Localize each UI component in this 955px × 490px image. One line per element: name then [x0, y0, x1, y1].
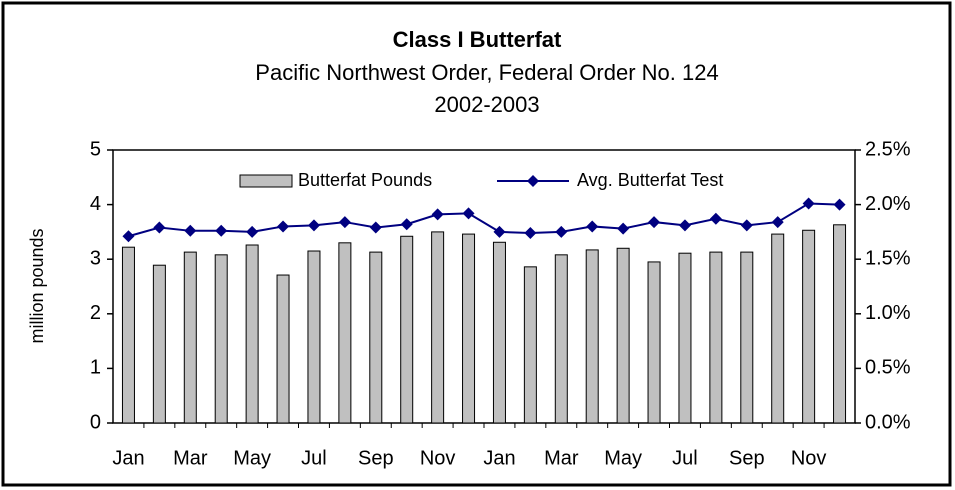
bar [833, 224, 847, 424]
bar [307, 250, 321, 424]
bar [740, 251, 754, 424]
marker [122, 230, 135, 243]
bar [183, 251, 197, 424]
x-tick-label: May [233, 447, 271, 469]
bar [554, 254, 568, 424]
bar [338, 242, 352, 424]
bar [369, 251, 383, 424]
marker [709, 212, 722, 225]
bar [462, 233, 476, 424]
chart-subtitle: 2002-2003 [434, 92, 539, 117]
y2-tick-label: 2.5% [865, 138, 911, 160]
bar [678, 252, 692, 424]
marker [307, 219, 320, 232]
marker [678, 219, 691, 232]
bar [523, 266, 537, 424]
marker [617, 222, 630, 235]
x-tick-label: Nov [420, 447, 456, 469]
bar [771, 233, 785, 424]
y2-tick-label: 2.0% [865, 193, 911, 215]
y2-tick-label: 1.5% [865, 247, 911, 269]
legend-swatch [239, 174, 293, 188]
chart-title: Class I Butterfat [393, 27, 562, 52]
x-tick-label: May [604, 447, 642, 469]
marker [833, 198, 846, 211]
bar [709, 251, 723, 424]
bar [245, 244, 259, 424]
bar [647, 261, 661, 424]
marker [215, 224, 228, 237]
marker [153, 221, 166, 234]
x-tick-label: Sep [729, 447, 765, 469]
y-tick-label: 2 [90, 302, 101, 324]
y2-tick-label: 0.0% [865, 411, 911, 433]
bar [152, 264, 166, 424]
marker [524, 226, 537, 239]
legend-label: Avg. Butterfat Test [577, 170, 723, 190]
y2-tick-label: 0.5% [865, 357, 911, 379]
x-tick-label: Jul [672, 447, 698, 469]
bar [585, 249, 599, 424]
plot-area [112, 149, 856, 424]
chart-subtitle: Pacific Northwest Order, Federal Order N… [255, 60, 718, 85]
marker [184, 224, 197, 237]
legend-marker [527, 175, 539, 187]
marker [400, 218, 413, 231]
bar [121, 246, 135, 424]
x-tick-label: Jul [301, 447, 327, 469]
marker [277, 220, 290, 233]
marker [586, 220, 599, 233]
y-tick-label: 3 [90, 247, 101, 269]
marker [246, 225, 259, 238]
marker [462, 207, 475, 220]
x-tick-label: Mar [173, 447, 208, 469]
bar [214, 254, 228, 424]
bar [276, 274, 290, 424]
marker [802, 197, 815, 210]
marker [431, 208, 444, 221]
x-tick-label: Nov [791, 447, 827, 469]
y-tick-label: 1 [90, 357, 101, 379]
marker [648, 216, 661, 229]
bar [492, 241, 506, 424]
marker [555, 225, 568, 238]
x-tick-label: Sep [358, 447, 394, 469]
y-tick-label: 4 [90, 193, 101, 215]
bar [616, 247, 630, 424]
legend-label: Butterfat Pounds [298, 170, 432, 190]
x-tick-label: Jan [483, 447, 515, 469]
bar [400, 235, 414, 424]
bar [431, 231, 445, 424]
marker [369, 221, 382, 234]
marker [493, 225, 506, 238]
marker [338, 216, 351, 229]
marker [740, 219, 753, 232]
y-tick-label: 5 [90, 138, 101, 160]
x-tick-label: Jan [112, 447, 144, 469]
x-tick-label: Mar [544, 447, 579, 469]
y-tick-label: 0 [90, 411, 101, 433]
bar [802, 229, 816, 424]
y-axis-label: million pounds [27, 228, 47, 343]
marker [771, 216, 784, 229]
y2-tick-label: 1.0% [865, 302, 911, 324]
